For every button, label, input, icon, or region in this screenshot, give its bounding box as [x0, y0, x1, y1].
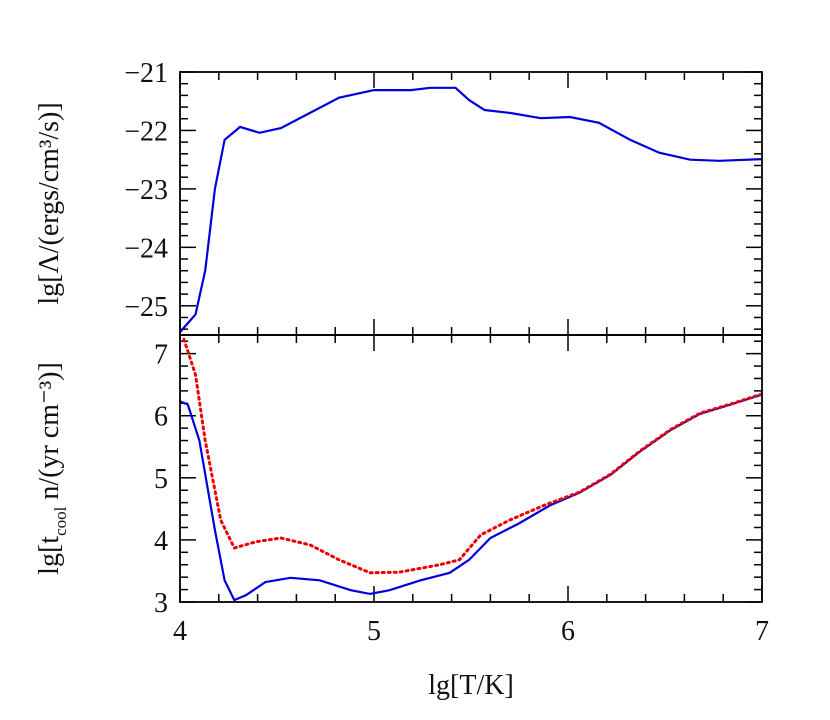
y-tick-label: −24 — [124, 233, 168, 264]
data-line — [180, 86, 762, 334]
data-line — [180, 393, 762, 602]
y-tick-label: 7 — [154, 340, 168, 371]
y-axis-label-rest: n/(yr cm⁻³)] — [34, 362, 65, 506]
x-tick-label: 6 — [561, 616, 575, 647]
y-axis-label: lg[tcool n/(yr cm⁻³)] — [34, 362, 70, 575]
y-tick-label: −25 — [124, 292, 168, 323]
axes-frame — [179, 71, 763, 336]
y-axis-label: lg[Λ/(ergs/cm³/s)] — [34, 102, 65, 304]
y-tick-label: −22 — [124, 116, 168, 147]
y-tick-label: 3 — [154, 588, 168, 619]
data-line — [182, 337, 762, 575]
y-axis-label-main: lg[t — [34, 536, 65, 575]
x-tick-label: 5 — [367, 616, 381, 647]
y-tick-label: −21 — [124, 58, 168, 89]
x-tick-label: 4 — [173, 616, 187, 647]
plot-area — [180, 86, 762, 334]
x-tick-label: 7 — [755, 616, 769, 647]
plot-area — [180, 337, 762, 602]
axes-frame — [179, 334, 763, 603]
y-tick-label: 6 — [154, 402, 168, 433]
y-tick-label: −23 — [124, 175, 168, 206]
x-axis-label: lg[T/K] — [428, 670, 514, 701]
y-tick-label: 4 — [154, 526, 168, 557]
y-tick-label: 5 — [154, 464, 168, 495]
y-axis-label-sub: cool — [51, 506, 70, 536]
